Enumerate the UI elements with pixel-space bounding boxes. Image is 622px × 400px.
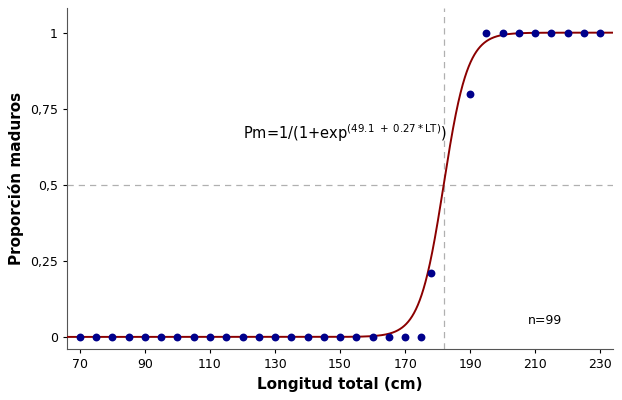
Point: [172, 334, 182, 340]
Point: [426, 270, 436, 276]
Point: [465, 90, 475, 97]
X-axis label: Longitud total (cm): Longitud total (cm): [258, 377, 423, 392]
Point: [254, 334, 264, 340]
Point: [579, 30, 589, 36]
Point: [368, 334, 378, 340]
Point: [108, 334, 118, 340]
Point: [530, 30, 540, 36]
Point: [124, 334, 134, 340]
Point: [416, 334, 426, 340]
Point: [286, 334, 296, 340]
Point: [400, 334, 410, 340]
Point: [384, 334, 394, 340]
Point: [91, 334, 101, 340]
Y-axis label: Proporción maduros: Proporción maduros: [8, 92, 24, 265]
Point: [238, 334, 248, 340]
Point: [140, 334, 150, 340]
Point: [75, 334, 85, 340]
Point: [302, 334, 312, 340]
Point: [595, 30, 605, 36]
Point: [156, 334, 166, 340]
Point: [481, 30, 491, 36]
Point: [335, 334, 345, 340]
Point: [188, 334, 198, 340]
Point: [221, 334, 231, 340]
Point: [205, 334, 215, 340]
Point: [547, 30, 557, 36]
Point: [563, 30, 573, 36]
Text: Pm=1/(1+exp$\mathregular{^{(49.1\ +\ 0.27*LT)}}$): Pm=1/(1+exp$\mathregular{^{(49.1\ +\ 0.2…: [243, 122, 447, 144]
Point: [514, 30, 524, 36]
Text: n=99: n=99: [528, 314, 562, 327]
Point: [319, 334, 329, 340]
Point: [498, 30, 508, 36]
Point: [270, 334, 280, 340]
Point: [351, 334, 361, 340]
